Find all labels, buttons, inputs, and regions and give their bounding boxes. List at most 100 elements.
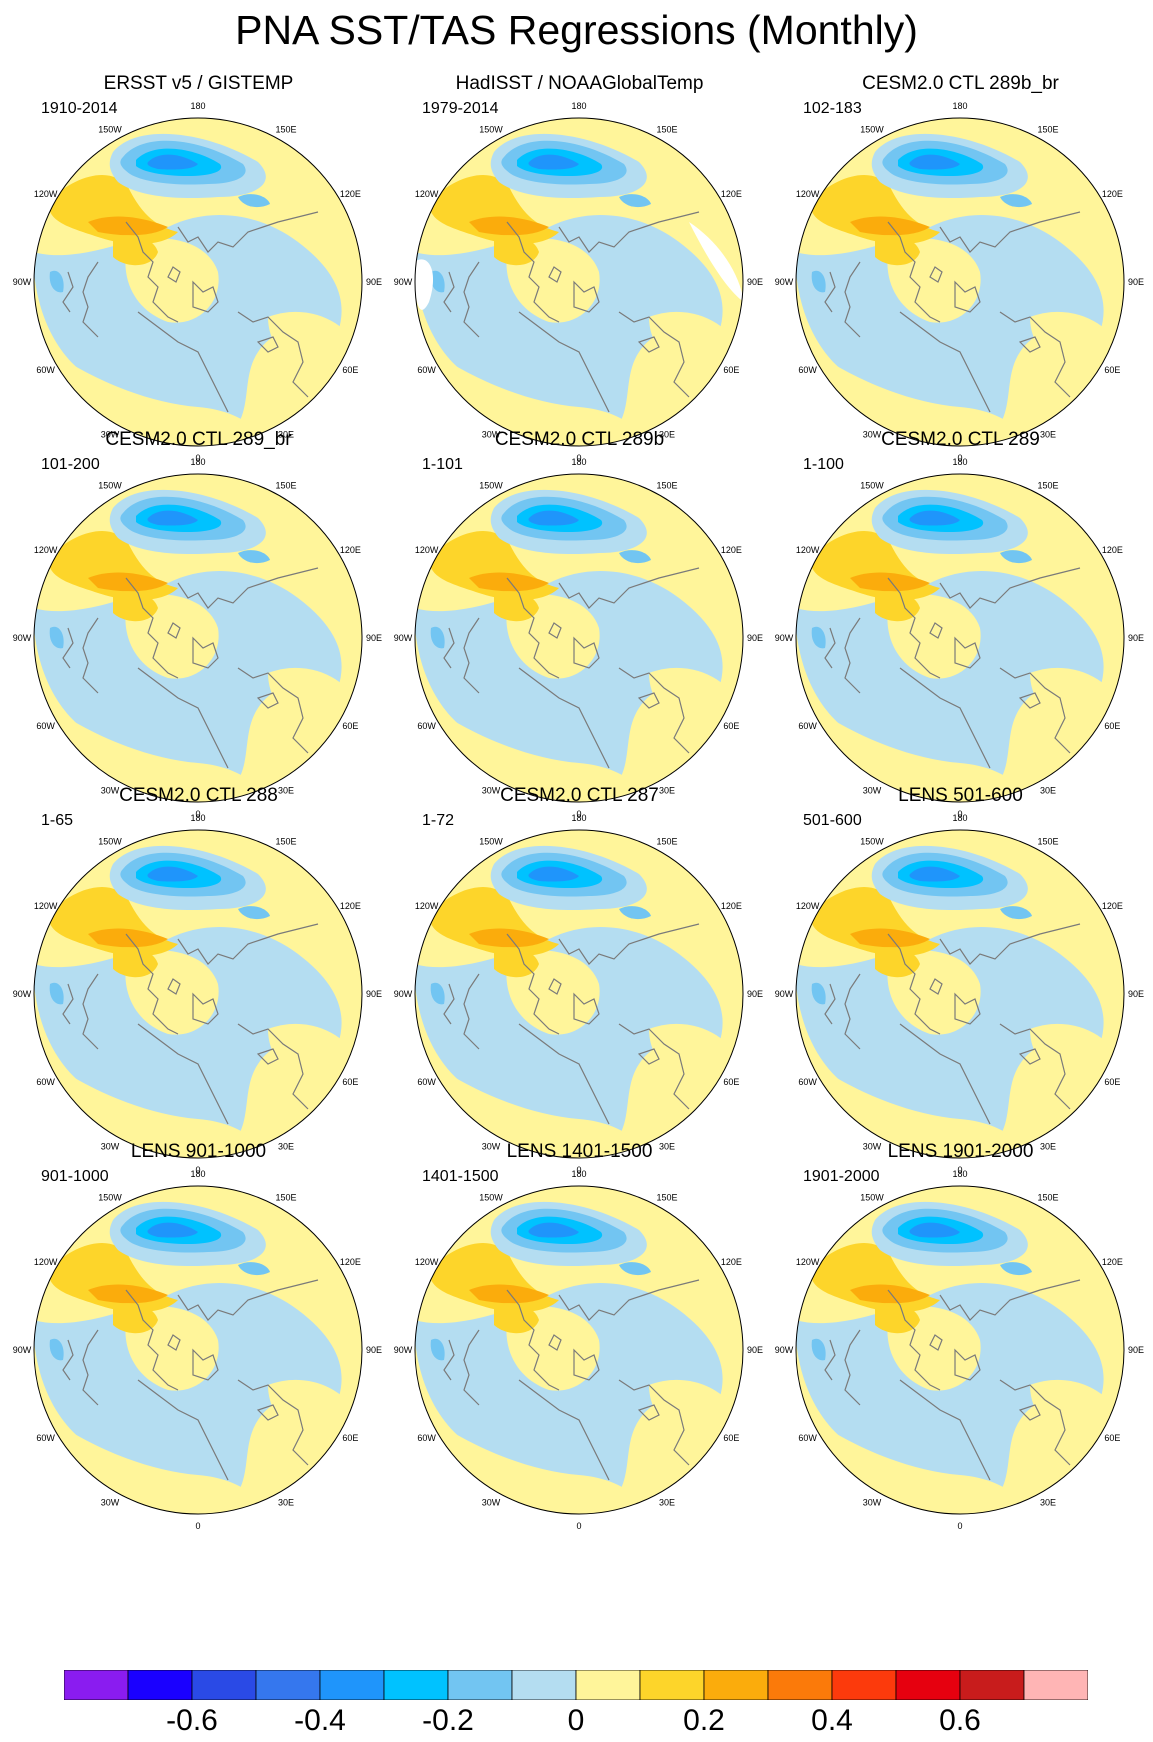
longitude-label: 120W [34, 189, 58, 199]
map-panel: LENS 501-600 180 150E 120E 90E 60E 30E 0 30W 60W 9… [770, 784, 1151, 1176]
anomaly-contour [469, 1284, 549, 1304]
map-panel: CESM2.0 CTL 289b 180 150E 120E 90E 60E 30E 0 30W… [389, 428, 770, 820]
longitude-label: 30W [482, 785, 501, 795]
anomaly-contour [1030, 667, 1122, 739]
anomaly-contour [88, 928, 168, 948]
coastline [125, 577, 179, 679]
longitude-label: 60W [798, 1077, 817, 1087]
longitude-label: 30W [863, 429, 882, 439]
longitude-label: 30E [1040, 785, 1056, 795]
polar-map: 180 150E 120E 90E 60E 30E 0 30W 60W 90W 120W 150W [13, 101, 382, 463]
longitude-label: 60W [417, 1077, 436, 1087]
coastline [192, 1348, 219, 1381]
longitude-label: 120E [1102, 1257, 1123, 1267]
longitude-label: 60W [417, 721, 436, 731]
longitude-label: 180 [952, 101, 967, 111]
map-panel: CESM2.0 CTL 289 180 150E 120E 90E 60E 30E 0 30W 6… [770, 428, 1151, 820]
coastline [618, 1023, 690, 1110]
coastline [558, 567, 700, 609]
longitude-label: 30E [278, 785, 294, 795]
longitude-label: 180 [952, 1169, 967, 1179]
coastline [939, 567, 1081, 609]
polar-map: 180 150E 120E 90E 60E 30E 0 30W 60W 90W 120W 150W [775, 1169, 1144, 1531]
longitude-label: 30W [863, 785, 882, 795]
anomaly-contour [147, 866, 198, 882]
coastline [637, 1404, 660, 1421]
anomaly-contour [238, 550, 270, 564]
coastline [125, 221, 179, 323]
colorbar-swatch [63, 1669, 129, 1701]
coastline [548, 266, 562, 283]
longitude-label: 90W [394, 989, 413, 999]
anomaly-contour [649, 1379, 741, 1451]
coastline [506, 933, 560, 1035]
panel-title: LENS 901-1000 [130, 1141, 267, 1162]
period-label: 901-1000 [41, 1168, 109, 1185]
coastline [62, 627, 74, 669]
longitude-label: 90W [13, 1345, 32, 1355]
longitude-label: 150E [275, 837, 296, 847]
anomaly-contour [147, 510, 198, 526]
longitude-label: 120E [1102, 545, 1123, 555]
coastline [518, 1023, 610, 1125]
coastline [137, 1379, 229, 1481]
colorbar-swatch [703, 1669, 769, 1701]
longitude-label: 120W [34, 901, 58, 911]
longitude-label: 150E [275, 1193, 296, 1203]
map-boundary [414, 117, 744, 447]
coastline [618, 311, 690, 398]
anomaly-contour [850, 928, 930, 948]
anomaly-contour [469, 572, 549, 592]
anomaly-contour [1030, 311, 1122, 383]
coastline [999, 667, 1071, 754]
longitude-label: 90W [13, 989, 32, 999]
coastline [954, 280, 981, 313]
longitude-label: 120W [796, 1257, 820, 1267]
colorbar-tick-labels: -0.6 -0.4 -0.2 0 0.2 0.4 0.6 [0, 1704, 1153, 1740]
anomaly-contour [909, 510, 960, 526]
coastline [177, 923, 319, 965]
colorbar-swatch [1023, 1669, 1089, 1701]
coastline [137, 1023, 229, 1125]
anomaly-contour [1000, 1262, 1032, 1276]
longitude-label: 30W [482, 1141, 501, 1151]
period-label: 1979-2014 [422, 100, 499, 117]
anomaly-contour [147, 1222, 198, 1238]
panel-title: CESM2.0 CTL 288 [119, 785, 278, 806]
period-label: 1-65 [41, 812, 74, 829]
coastline [82, 617, 99, 694]
longitude-label: 30W [482, 1497, 501, 1507]
anomaly-contour [88, 216, 168, 236]
longitude-label: 150E [275, 125, 296, 135]
longitude-label: 60E [723, 365, 739, 375]
coastline [443, 271, 455, 313]
coastline [506, 1289, 560, 1391]
coastline [82, 1329, 99, 1406]
longitude-label: 60E [342, 1077, 358, 1087]
longitude-label: 90E [1128, 633, 1144, 643]
map-panel: LENS 1401-1500 180 150E 120E 90E 60E 30E 0 30W 60… [389, 1140, 770, 1532]
polar-map: 180 150E 120E 90E 60E 30E 0 30W 60W 90W 120W 150W [775, 813, 1144, 1175]
map-boundary [414, 1185, 744, 1515]
coastline [463, 1329, 480, 1406]
polar-map: 180 150E 120E 90E 60E 30E 0 30W 60W 90W 120W 150W [394, 1169, 763, 1531]
anomaly-contour [875, 591, 920, 622]
map-boundary [414, 473, 744, 803]
anomaly-contour [268, 311, 360, 383]
anomaly-contour [1030, 1023, 1122, 1095]
period-label: 1901-2000 [803, 1168, 880, 1185]
coastline [506, 221, 560, 323]
anomaly-contour [528, 510, 579, 526]
colorbar-swatch [191, 1669, 257, 1701]
coastline [899, 1379, 991, 1481]
anomaly-contour [1000, 194, 1032, 208]
coastline [125, 1289, 179, 1391]
anomaly-contour [430, 982, 445, 1005]
panel-title: LENS 1901-2000 [887, 1141, 1034, 1162]
longitude-label: 120E [340, 189, 361, 199]
coastline [463, 617, 480, 694]
longitude-label: 120W [34, 1257, 58, 1267]
anomaly-contour [113, 1303, 158, 1334]
period-label: 1401-1500 [422, 1168, 499, 1185]
coastline [237, 311, 309, 398]
